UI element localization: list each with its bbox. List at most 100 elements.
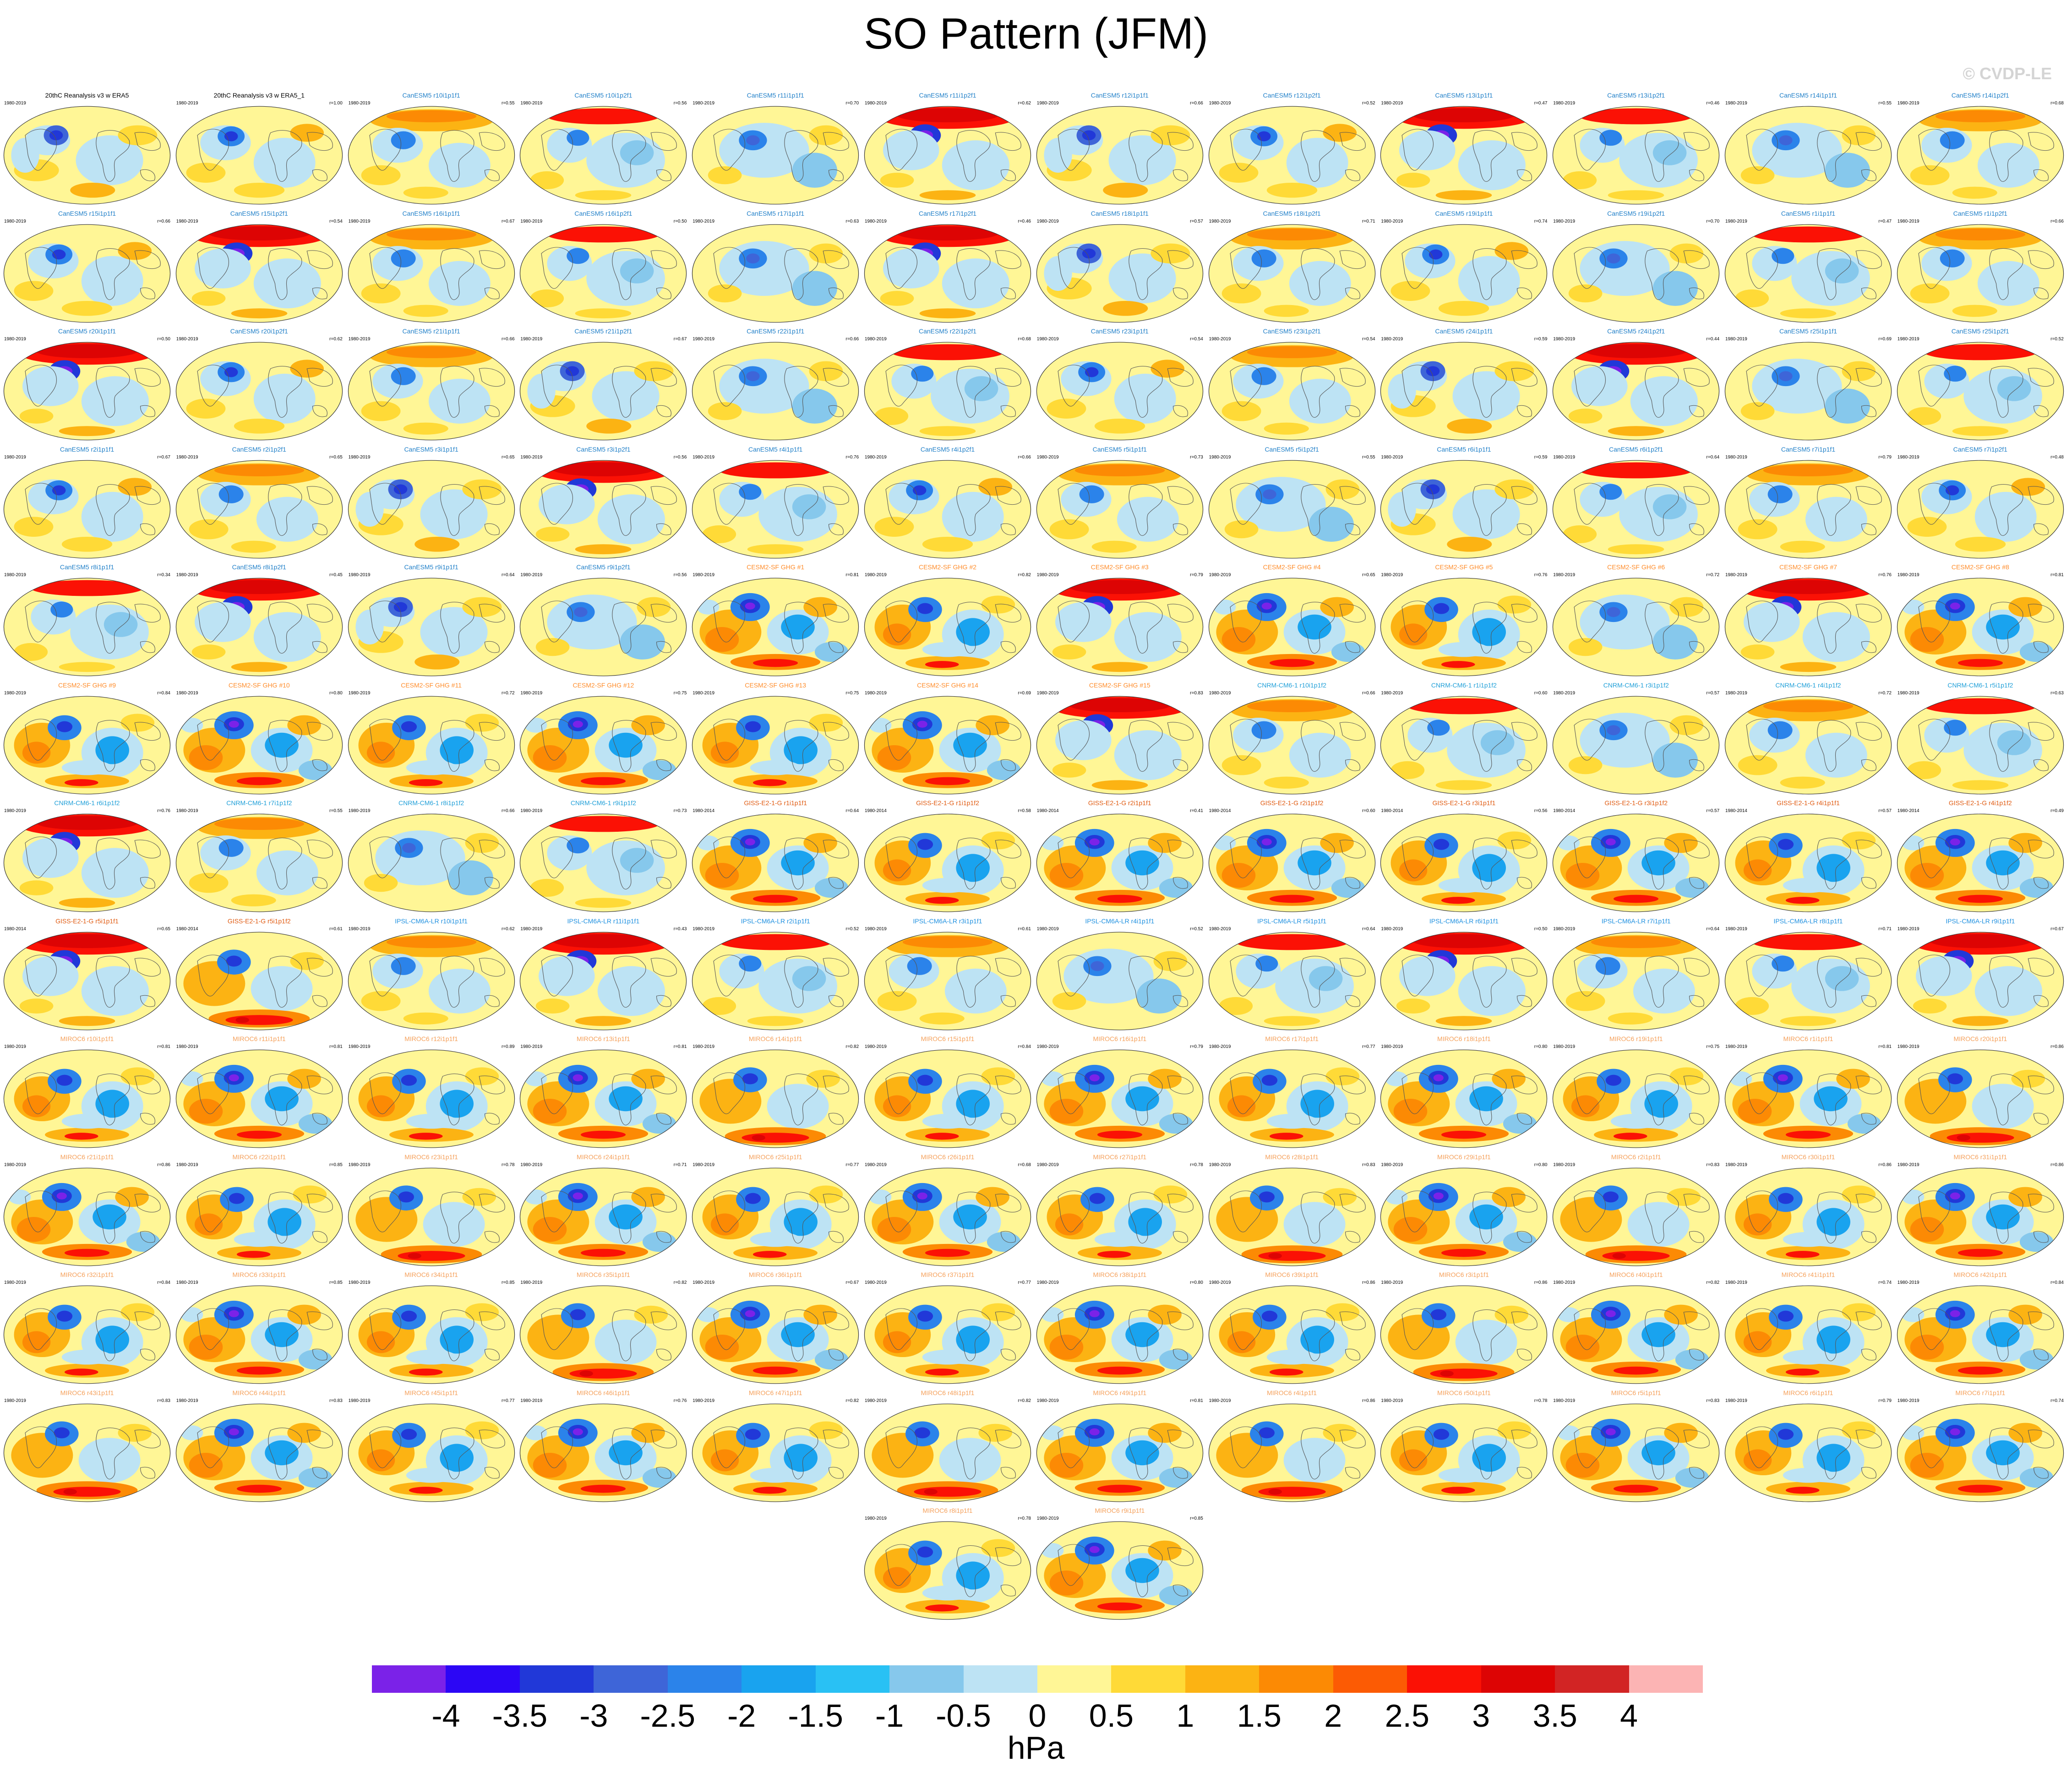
pattern-map	[692, 342, 859, 441]
panel-correlation: r=0.57	[1190, 218, 1203, 224]
pattern-map	[3, 460, 171, 558]
panel-title: CESM2-SF GHG #3	[1091, 563, 1149, 571]
pattern-map	[1553, 342, 1720, 441]
panel-title: MIROC6 r42i1p1f1	[1953, 1271, 2007, 1278]
panel-title: MIROC6 r27i1p1f1	[1093, 1153, 1147, 1161]
map-panel: CESM2-SF GHG #11 1980-2019 r=0.72	[347, 682, 516, 796]
pattern-map	[1724, 224, 1892, 322]
pattern-map	[1553, 460, 1720, 558]
panel-correlation: r=0.82	[1706, 1280, 1720, 1285]
panel-years: 1980-2019	[1725, 1162, 1747, 1167]
panel-years: 1980-2019	[520, 218, 543, 224]
panel-title: MIROC6 r14i1p1f1	[748, 1035, 802, 1042]
panel-years: 1980-2019	[1036, 1516, 1059, 1521]
map-panel: CanESM5 r23i1p1f1 1980-2019 r=0.54	[1036, 327, 1204, 442]
panel-correlation: r=0.78	[501, 1162, 515, 1167]
panel-years: 1980-2019	[348, 454, 371, 460]
panel-correlation: r=0.72	[1706, 573, 1720, 578]
panel-years: 1980-2019	[1209, 337, 1231, 342]
panel-years: 1980-2019	[1553, 926, 1576, 932]
colorbar-tick-label: 0	[1028, 1698, 1047, 1734]
map-panel: GISS-E2-1-G r4i1p1f2 1980-2014 r=0.49	[1896, 799, 2065, 914]
map-panel: MIROC6 r28i1p1f1 1980-2019 r=0.83	[1208, 1153, 1376, 1268]
pattern-map	[1208, 460, 1375, 558]
colorbar-tick-label: -1	[875, 1698, 904, 1734]
panel-years: 1980-2019	[865, 1516, 887, 1521]
map-panel: CanESM5 r10i1p2f1 1980-2019 r=0.56	[519, 92, 687, 206]
map-panel: IPSL-CM6A-LR r11i1p1f1 1980-2019 r=0.43	[519, 917, 687, 1032]
map-panel: GISS-E2-1-G r5i1p1f1 1980-2014 r=0.65	[3, 917, 171, 1032]
map-panel: CNRM-CM6-1 r1i1p1f2 1980-2019 r=0.60	[1380, 682, 1548, 796]
map-panel: MIROC6 r14i1p1f1 1980-2019 r=0.82	[691, 1035, 860, 1150]
panel-years: 1980-2019	[176, 337, 198, 342]
panel-years: 1980-2019	[865, 454, 887, 460]
panel-correlation: r=0.65	[157, 926, 170, 932]
map-panel-grid: 20thC Reanalysis v3 w ERA5 1980-2019 20thC…	[3, 92, 2065, 1620]
map-panel: MIROC6 r41i1p1f1 1980-2019 r=0.74	[1724, 1271, 1892, 1385]
panel-years: 1980-2019	[1897, 1398, 1919, 1403]
map-panel: CanESM5 r12i1p1f1 1980-2019 r=0.66	[1036, 92, 1204, 206]
panel-title: CESM2-SF GHG #7	[1779, 563, 1838, 571]
panel-title: MIROC6 r1i1p1f1	[1783, 1035, 1833, 1042]
map-panel: MIROC6 r43i1p1f1 1980-2019 r=0.83	[3, 1389, 171, 1504]
panel-title: IPSL-CM6A-LR r2i1p1f1	[741, 917, 810, 925]
panel-title: IPSL-CM6A-LR r4i1p1f1	[1085, 917, 1155, 925]
pattern-map	[3, 1403, 171, 1502]
map-panel: CNRM-CM6-1 r8i1p1f2 1980-2019 r=0.66	[347, 799, 516, 914]
pattern-map	[175, 106, 343, 205]
map-panel: MIROC6 r8i1p1f1 1980-2019 r=0.78	[863, 1507, 1032, 1621]
panel-title: CNRM-CM6-1 r1i1p1f2	[1431, 681, 1497, 689]
panel-correlation: r=0.52	[1190, 926, 1203, 932]
map-panel: CanESM5 r19i1p2f1 1980-2019 r=0.70	[1552, 210, 1720, 324]
map-panel: CanESM5 r18i1p2f1 1980-2019 r=0.71	[1208, 210, 1376, 324]
pattern-map	[520, 578, 687, 676]
panel-correlation: r=0.66	[1018, 454, 1031, 460]
map-panel: MIROC6 r7i1p1f1 1980-2019 r=0.74	[1896, 1389, 2065, 1504]
panel-title: MIROC6 r23i1p1f1	[404, 1153, 458, 1161]
pattern-map	[348, 460, 515, 558]
panel-correlation: r=0.34	[157, 573, 170, 578]
map-panel: CESM2-SF GHG #9 1980-2019 r=0.84	[3, 682, 171, 796]
colorbar-tick-label: 0.5	[1089, 1698, 1134, 1734]
panel-years: 1980-2019	[1036, 1162, 1059, 1167]
panel-years: 1980-2019	[520, 101, 543, 106]
map-panel: MIROC6 r22i1p1f1 1980-2019 r=0.85	[175, 1153, 344, 1268]
map-panel: GISS-E2-1-G r1i1p1f1 1980-2014 r=0.64	[691, 799, 860, 914]
map-panel: CanESM5 r3i1p2f1 1980-2019 r=0.56	[519, 446, 687, 560]
pattern-map	[692, 1167, 859, 1266]
panel-years: 1980-2014	[4, 926, 26, 932]
pattern-map	[1208, 224, 1375, 322]
pattern-map	[1897, 1049, 2064, 1148]
panel-years: 1980-2019	[1553, 101, 1576, 106]
panel-years: 1980-2019	[1036, 1044, 1059, 1049]
panel-title: CanESM5 r3i1p1f1	[404, 445, 458, 453]
map-panel: MIROC6 r24i1p1f1 1980-2019 r=0.71	[519, 1153, 687, 1268]
colorbar-tick-label: -3	[579, 1698, 608, 1734]
panel-correlation: r=0.66	[157, 218, 170, 224]
panel-correlation: r=0.55	[1878, 101, 1892, 106]
panel-title: CanESM5 r6i1p1f1	[1437, 445, 1491, 453]
pattern-map	[1208, 696, 1375, 794]
panel-correlation: r=0.74	[2050, 1398, 2064, 1403]
map-panel: MIROC6 r38i1p1f1 1980-2019 r=0.80	[1036, 1271, 1204, 1385]
panel-title: MIROC6 r29i1p1f1	[1437, 1153, 1491, 1161]
panel-years: 1980-2019	[1553, 573, 1576, 578]
colorbar-tick-label: -0.5	[936, 1698, 991, 1734]
panel-title: GISS-E2-1-G r4i1p1f1	[1777, 799, 1840, 807]
panel-years: 1980-2019	[520, 690, 543, 696]
panel-years: 1980-2019	[520, 337, 543, 342]
panel-correlation: r=0.59	[1534, 337, 1548, 342]
panel-years: 1980-2019	[1553, 1280, 1576, 1285]
map-panel: CanESM5 r9i1p1f1 1980-2019 r=0.64	[347, 563, 516, 678]
map-panel: GISS-E2-1-G r2i1p1f2 1980-2014 r=0.60	[1208, 799, 1376, 914]
panel-correlation: r=1.00	[329, 101, 343, 106]
colorbar-swatch	[1259, 1665, 1334, 1693]
panel-correlation: r=0.67	[157, 454, 170, 460]
panel-title: MIROC6 r43i1p1f1	[60, 1389, 114, 1396]
pattern-map	[1897, 106, 2064, 205]
panel-title: CESM2-SF GHG #11	[401, 681, 462, 689]
panel-title: MIROC6 r19i1p1f1	[1609, 1035, 1663, 1042]
panel-title: GISS-E2-1-G r2i1p1f2	[1260, 799, 1324, 807]
panel-correlation: r=0.44	[1706, 337, 1720, 342]
map-panel: CanESM5 r12i1p2f1 1980-2019 r=0.52	[1208, 92, 1376, 206]
